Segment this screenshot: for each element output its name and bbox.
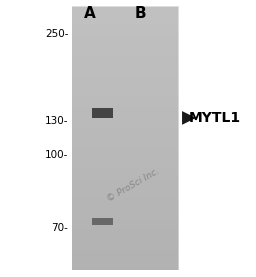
FancyBboxPatch shape	[72, 7, 178, 270]
Text: B: B	[135, 6, 146, 20]
FancyBboxPatch shape	[92, 218, 113, 225]
Text: © ProSci Inc.: © ProSci Inc.	[105, 166, 161, 204]
Text: MYTL1: MYTL1	[188, 111, 240, 125]
Text: A: A	[84, 6, 96, 20]
Text: 70-: 70-	[51, 223, 68, 233]
FancyBboxPatch shape	[92, 108, 113, 118]
Text: 100-: 100-	[45, 150, 68, 160]
Text: 130-: 130-	[45, 116, 68, 126]
Polygon shape	[182, 111, 196, 125]
Text: 250-: 250-	[45, 29, 68, 39]
